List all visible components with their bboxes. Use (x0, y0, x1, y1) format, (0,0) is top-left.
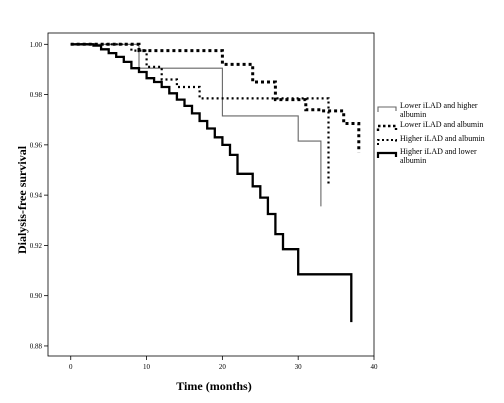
y-tick-label: 0.96 (30, 141, 43, 149)
survival-curve-3 (70, 43, 330, 184)
legend-symbol-4 (376, 151, 398, 158)
x-tick-label: 30 (295, 363, 303, 371)
x-tick-label: 40 (371, 363, 379, 371)
y-tick-label: 0.94 (30, 192, 43, 200)
legend-label-4: Higher iLAD and lower albumin (400, 147, 477, 165)
legend-label-1: Lower iLAD and higher albumin (400, 101, 478, 119)
x-axis-title: Time (months) (176, 379, 251, 393)
x-tick-label: 10 (143, 363, 151, 371)
y-axis-title: Dialysis-free survival (15, 145, 29, 254)
y-tick-label: 1.00 (30, 41, 43, 49)
series-layer (70, 42, 361, 323)
legend-symbol-3 (377, 139, 397, 145)
plot-frame (47, 32, 375, 357)
legend-label-3: Higher iLAD and albumin (400, 134, 485, 143)
survival-curve-4 (70, 43, 353, 323)
y-tick-label: 0.88 (30, 342, 43, 350)
survival-curve-2 (70, 42, 361, 153)
survival-curve-1 (70, 43, 322, 207)
y-tick-label: 0.92 (30, 242, 43, 250)
y-tick-label: 0.98 (30, 91, 43, 99)
legend-symbol-2 (376, 124, 398, 131)
x-tick-label: 20 (219, 363, 227, 371)
x-tick-label: 0 (69, 363, 73, 371)
axis-ticks: 0 10 20 30 40 0.88 0.90 0.92 0.94 0.96 0.98 1.00 (30, 41, 378, 371)
plot-axes (47, 32, 375, 357)
legend-label-2: Lower iLAD and albumin (400, 120, 483, 129)
legend-symbol-1 (377, 106, 397, 112)
y-tick-label: 0.90 (30, 292, 43, 300)
